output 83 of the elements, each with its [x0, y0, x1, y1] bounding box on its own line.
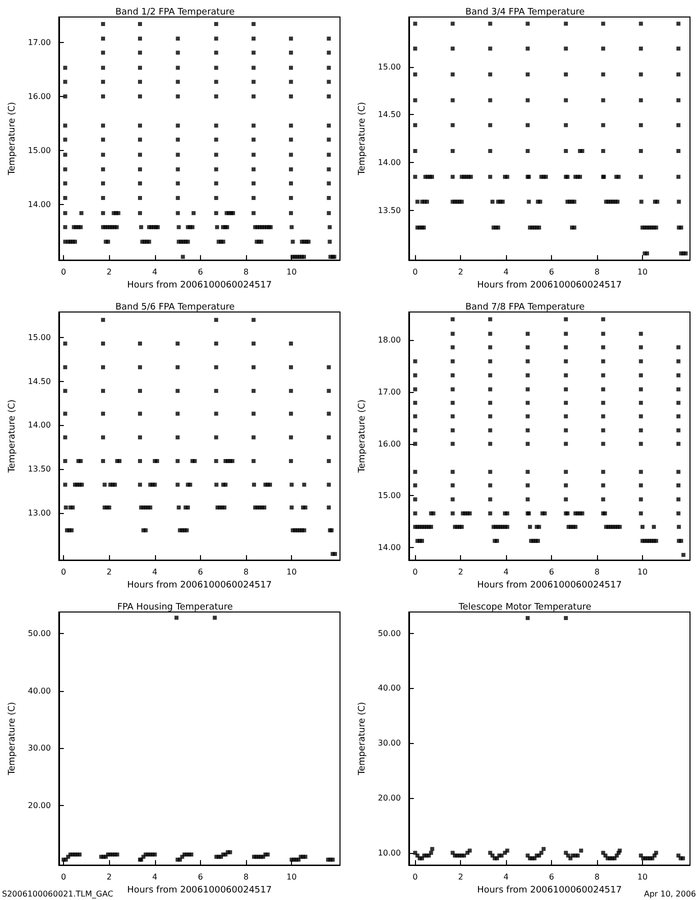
y-tick-label: 14.50 [378, 110, 401, 120]
x-tick-label: 8 [243, 268, 249, 277]
x-tick-label: 2 [106, 568, 112, 577]
y-tick-label: 13.50 [378, 206, 401, 215]
y-tick-label: 20.00 [378, 793, 401, 802]
y-axis-title: Temperature (C) [8, 702, 18, 776]
x-tick-label: 2 [458, 872, 464, 882]
y-tick-label: 50.00 [378, 628, 401, 638]
x-tick-label: 4 [152, 872, 158, 882]
y-tick-label: 30.00 [378, 738, 401, 748]
text: S2006100060021.TLM_GAC [2, 890, 114, 898]
x-tick-label: 6 [549, 268, 554, 277]
x-tick-label: 4 [504, 568, 509, 577]
x-tick-label: 8 [594, 268, 600, 277]
y-tick-label: 15.00 [28, 332, 51, 342]
y-tick-label: 40.00 [378, 684, 401, 693]
x-tick-label: 2 [458, 268, 464, 277]
x-tick-label: 2 [458, 568, 464, 577]
x-tick-label: 4 [152, 568, 158, 577]
y-tick-label: 30.00 [28, 744, 51, 753]
y-axis-title: Temperature (C) [358, 102, 368, 176]
y-tick-label: 15.00 [28, 146, 51, 155]
x-tick-label: 6 [549, 872, 554, 882]
y-tick-label: 16.00 [28, 92, 51, 101]
x-tick-label: 6 [198, 872, 203, 882]
x-tick-label: 4 [504, 872, 509, 882]
y-tick-label: 14.00 [378, 543, 401, 552]
x-tick-label: 0 [61, 872, 66, 882]
y-tick-label: 40.00 [28, 686, 51, 696]
x-tick-label: 10 [286, 568, 297, 577]
x-axis-title: Hours from 2006100060024517 [477, 580, 622, 590]
y-tick-label: 13.00 [28, 508, 51, 518]
x-axis-title: Hours from 2006100060024517 [127, 580, 272, 590]
x-axis-title: Hours from 2006100060024517 [127, 280, 272, 290]
x-tick-label: 0 [412, 268, 418, 277]
x-axis-title: Hours from 2006100060024517 [127, 886, 272, 896]
x-tick-label: 2 [106, 268, 112, 277]
y-tick-label: 50.00 [28, 629, 51, 638]
text: Apr 10, 2006 [644, 890, 696, 898]
x-tick-label: 0 [412, 568, 418, 577]
chart-title: Band 3/4 FPA Temperature [465, 8, 586, 18]
x-tick-label: 2 [106, 872, 112, 882]
chart-title: Telescope Motor Temperature [458, 602, 592, 612]
x-tick-label: 4 [504, 268, 509, 277]
y-axis-title: Temperature (C) [8, 102, 18, 176]
y-tick-label: 20.00 [28, 800, 51, 810]
x-tick-label: 0 [412, 872, 418, 882]
x-tick-label: 8 [243, 568, 249, 577]
x-tick-label: 10 [637, 872, 648, 882]
y-axis-title: Temperature (C) [358, 399, 368, 474]
chart-title: Band 7/8 FPA Temperature [465, 302, 586, 312]
x-axis-title: Hours from 2006100060024517 [477, 886, 622, 896]
y-tick-label: 14.00 [378, 158, 401, 167]
x-tick-label: 8 [594, 872, 600, 882]
x-tick-label: 0 [61, 268, 66, 277]
x-axis-title: Hours from 2006100060024517 [477, 280, 622, 290]
x-tick-label: 10 [286, 872, 297, 882]
y-tick-label: 16.00 [378, 439, 401, 448]
x-tick-label: 10 [637, 568, 648, 577]
y-axis-title: Temperature (C) [8, 399, 18, 474]
y-tick-label: 14.50 [28, 376, 51, 386]
x-tick-label: 4 [152, 268, 158, 277]
y-axis-title: Temperature (C) [358, 702, 368, 776]
x-tick-label: 8 [594, 568, 600, 577]
chart-title: FPA Housing Temperature [117, 602, 234, 612]
x-tick-label: 8 [243, 872, 249, 882]
x-tick-label: 6 [198, 268, 203, 277]
y-tick-label: 17.00 [378, 387, 401, 396]
y-tick-label: 15.00 [378, 62, 401, 72]
chart-title: Band 5/6 FPA Temperature [115, 302, 236, 312]
x-tick-label: 10 [637, 268, 648, 277]
chart-title: Band 1/2 FPA Temperature [115, 8, 236, 18]
x-tick-label: 6 [198, 568, 203, 577]
y-tick-label: 17.00 [28, 38, 51, 47]
y-tick-label: 15.00 [378, 491, 401, 500]
x-tick-label: 6 [549, 568, 554, 577]
y-tick-label: 14.00 [28, 420, 51, 430]
y-tick-label: 14.00 [28, 200, 51, 209]
x-tick-label: 10 [286, 268, 297, 277]
y-tick-label: 10.00 [378, 848, 401, 858]
y-tick-label: 13.50 [28, 464, 51, 474]
x-tick-label: 0 [61, 568, 66, 577]
y-tick-label: 18.00 [378, 336, 401, 345]
